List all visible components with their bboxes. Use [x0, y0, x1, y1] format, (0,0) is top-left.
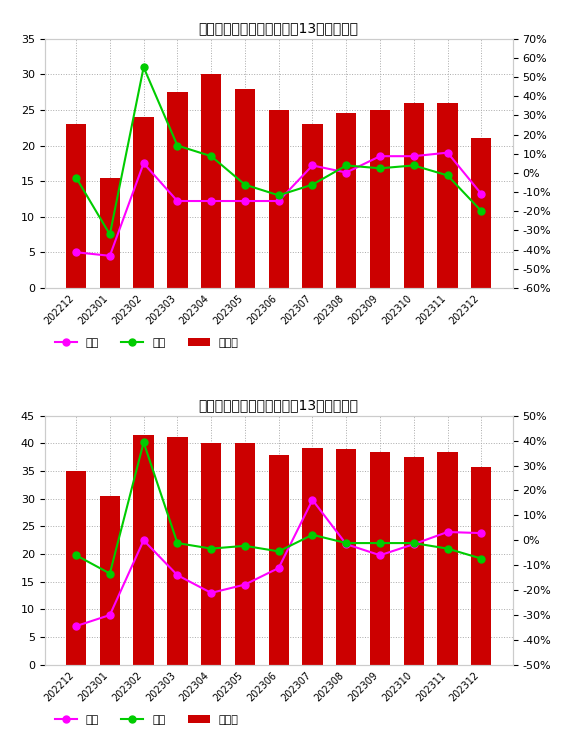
Bar — [133, 117, 154, 288]
Bar — [167, 437, 188, 665]
Bar — [336, 114, 356, 288]
Bar — [167, 92, 188, 288]
Title: 中国棕刚玉全部生产商过去13个月开工率: 中国棕刚玉全部生产商过去13个月开工率 — [198, 21, 359, 35]
Bar — [438, 452, 458, 665]
Bar — [235, 88, 255, 288]
Bar — [336, 449, 356, 665]
Bar — [201, 75, 221, 288]
Bar — [133, 435, 154, 665]
Bar — [404, 103, 424, 288]
Bar — [404, 457, 424, 665]
Legend: 同比, 环比, 开工率: 同比, 环比, 开工率 — [50, 710, 243, 729]
Bar — [100, 177, 120, 288]
Bar — [66, 471, 86, 665]
Bar — [303, 448, 323, 665]
Bar — [471, 467, 491, 665]
Bar — [370, 110, 390, 288]
Legend: 同比, 环比, 开工率: 同比, 环比, 开工率 — [50, 333, 243, 352]
Bar — [269, 455, 289, 665]
Bar — [303, 124, 323, 288]
Bar — [66, 124, 86, 288]
Bar — [370, 452, 390, 665]
Bar — [471, 139, 491, 288]
Title: 中国棕刚玉在产生产商过去13个月开工率: 中国棕刚玉在产生产商过去13个月开工率 — [198, 398, 359, 412]
Bar — [438, 103, 458, 288]
Bar — [201, 443, 221, 665]
Bar — [235, 443, 255, 665]
Bar — [269, 110, 289, 288]
Bar — [100, 496, 120, 665]
